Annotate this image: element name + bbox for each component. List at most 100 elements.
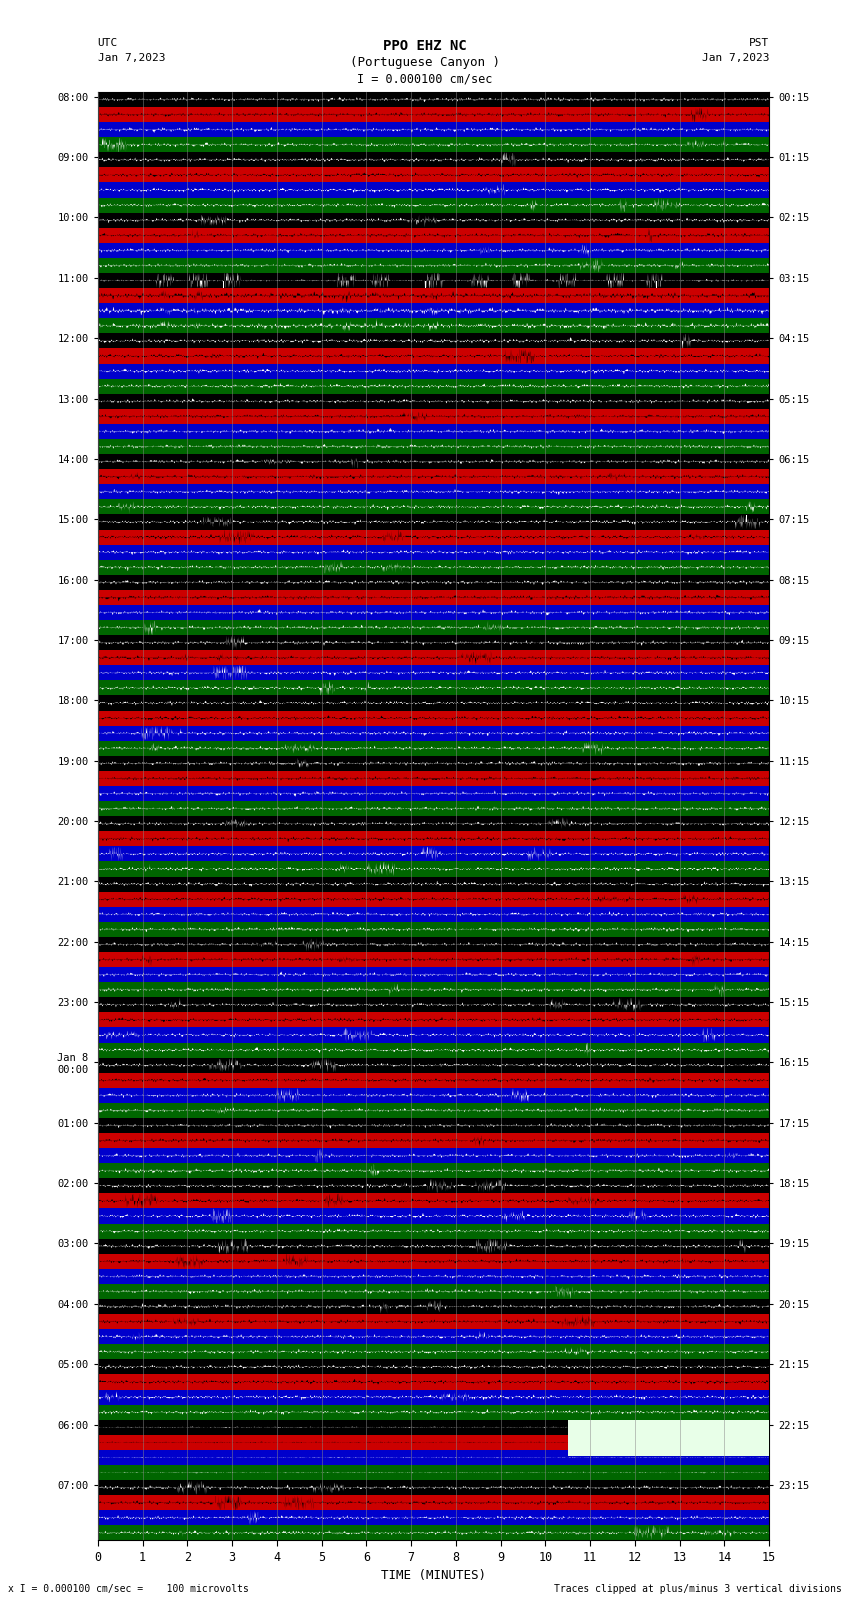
Bar	[98, 681, 769, 695]
Bar	[98, 123, 769, 137]
Bar	[98, 1465, 769, 1481]
Bar	[98, 545, 769, 560]
Bar	[98, 289, 769, 303]
Bar	[98, 982, 769, 997]
Bar	[98, 408, 769, 424]
Bar	[98, 1298, 769, 1315]
Bar	[98, 1389, 769, 1405]
Bar	[98, 1239, 769, 1253]
Bar	[98, 847, 769, 861]
Bar	[98, 500, 769, 515]
Bar	[98, 636, 769, 650]
Text: (Portuguese Canyon ): (Portuguese Canyon )	[350, 56, 500, 69]
Bar	[98, 1253, 769, 1269]
Bar	[98, 1329, 769, 1344]
Bar	[98, 574, 769, 590]
Bar	[98, 469, 769, 484]
Bar	[98, 892, 769, 907]
Bar	[98, 1344, 769, 1360]
Bar	[98, 394, 769, 408]
Bar	[98, 590, 769, 605]
Bar	[98, 424, 769, 439]
Bar	[98, 1419, 769, 1436]
Bar	[98, 711, 769, 726]
Bar	[98, 197, 769, 213]
Bar	[98, 92, 769, 106]
Bar	[98, 106, 769, 123]
Text: Traces clipped at plus/minus 3 vertical divisions: Traces clipped at plus/minus 3 vertical …	[553, 1584, 842, 1594]
Bar	[98, 1177, 769, 1194]
Bar	[98, 1284, 769, 1298]
Bar	[98, 1495, 769, 1510]
Bar	[98, 1510, 769, 1526]
Bar	[98, 816, 769, 831]
Bar	[98, 1450, 769, 1465]
Bar	[98, 937, 769, 952]
Bar	[98, 1208, 769, 1224]
Bar	[98, 1132, 769, 1148]
Text: UTC: UTC	[98, 39, 118, 48]
Bar	[98, 756, 769, 771]
Bar	[98, 1526, 769, 1540]
Bar	[98, 1118, 769, 1132]
Bar	[98, 786, 769, 802]
Bar	[98, 1269, 769, 1284]
Bar	[98, 952, 769, 968]
Bar	[98, 258, 769, 273]
Bar	[98, 168, 769, 182]
Bar	[98, 1073, 769, 1087]
Bar	[98, 650, 769, 665]
Bar	[98, 876, 769, 892]
Bar	[98, 1360, 769, 1374]
Bar	[98, 665, 769, 681]
Bar	[98, 137, 769, 152]
Bar	[98, 997, 769, 1013]
Bar	[568, 1419, 769, 1457]
Bar	[98, 1315, 769, 1329]
Bar	[98, 619, 769, 636]
Bar	[98, 740, 769, 756]
Bar	[98, 1374, 769, 1389]
Bar	[98, 213, 769, 227]
Text: Jan 7,2023: Jan 7,2023	[98, 53, 165, 63]
Bar	[98, 968, 769, 982]
Bar	[98, 363, 769, 379]
Bar	[98, 831, 769, 847]
Bar	[98, 152, 769, 168]
Bar	[98, 334, 769, 348]
Bar	[98, 1013, 769, 1027]
Bar	[98, 861, 769, 876]
Bar	[98, 1194, 769, 1208]
Bar	[98, 1148, 769, 1163]
Bar	[98, 1163, 769, 1177]
Bar	[98, 227, 769, 244]
Bar	[98, 605, 769, 619]
Bar	[98, 484, 769, 500]
Bar	[98, 921, 769, 937]
Bar	[98, 1481, 769, 1495]
Bar	[98, 907, 769, 921]
Bar	[98, 695, 769, 711]
Bar	[98, 802, 769, 816]
Bar	[98, 439, 769, 455]
Bar	[98, 1087, 769, 1103]
Bar	[98, 244, 769, 258]
Text: x I = 0.000100 cm/sec =    100 microvolts: x I = 0.000100 cm/sec = 100 microvolts	[8, 1584, 249, 1594]
Bar	[98, 1436, 769, 1450]
Bar	[98, 303, 769, 318]
Bar	[98, 1058, 769, 1073]
Text: Jan 7,2023: Jan 7,2023	[702, 53, 769, 63]
Bar	[98, 1042, 769, 1058]
Bar	[98, 529, 769, 545]
Bar	[98, 560, 769, 574]
Bar	[98, 1405, 769, 1419]
Bar	[98, 1224, 769, 1239]
Bar	[98, 1103, 769, 1118]
X-axis label: TIME (MINUTES): TIME (MINUTES)	[381, 1569, 486, 1582]
Text: I = 0.000100 cm/sec: I = 0.000100 cm/sec	[357, 73, 493, 85]
Text: PPO EHZ NC: PPO EHZ NC	[383, 39, 467, 53]
Bar	[98, 1027, 769, 1042]
Bar	[98, 182, 769, 197]
Bar	[98, 273, 769, 289]
Bar	[98, 515, 769, 529]
